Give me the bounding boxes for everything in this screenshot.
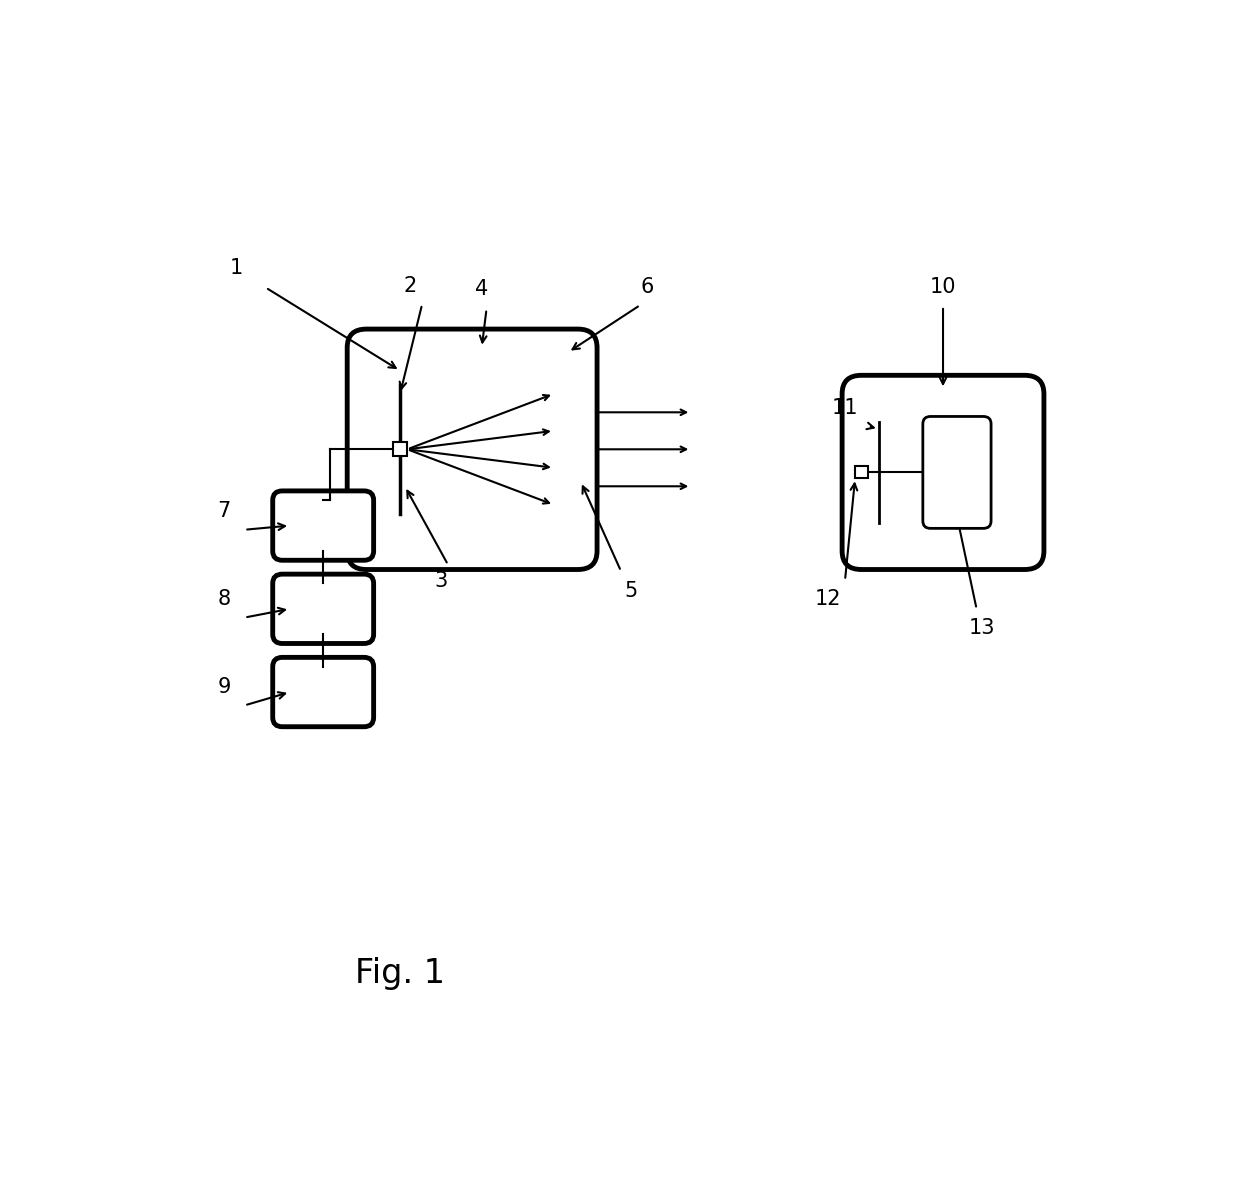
Text: 10: 10 [930, 276, 956, 297]
Text: 6: 6 [640, 276, 653, 297]
FancyBboxPatch shape [273, 657, 373, 727]
Bar [393, 442, 407, 456]
Text: 7: 7 [217, 502, 231, 521]
Text: 5: 5 [624, 580, 637, 600]
FancyBboxPatch shape [273, 491, 373, 560]
Text: 13: 13 [968, 617, 994, 638]
Text: Fig. 1: Fig. 1 [355, 957, 445, 991]
FancyBboxPatch shape [273, 574, 373, 644]
Text: 3: 3 [435, 572, 448, 591]
FancyBboxPatch shape [923, 417, 991, 528]
Text: 12: 12 [815, 588, 841, 609]
Text: 4: 4 [475, 280, 489, 299]
Text: 2: 2 [403, 276, 417, 295]
FancyBboxPatch shape [842, 375, 1044, 569]
Text: 8: 8 [218, 590, 231, 609]
FancyBboxPatch shape [347, 329, 596, 569]
Text: 9: 9 [217, 677, 231, 697]
Bar [856, 466, 868, 478]
Text: 1: 1 [231, 258, 243, 279]
Text: 11: 11 [832, 398, 858, 418]
